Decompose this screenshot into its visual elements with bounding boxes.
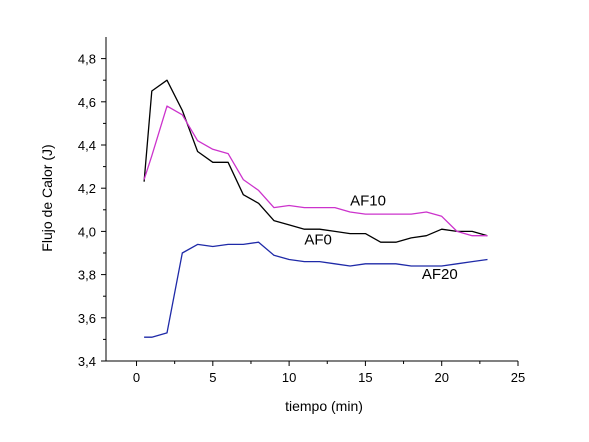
x-tick-label: 10 bbox=[282, 370, 296, 385]
x-tick-label: 15 bbox=[358, 370, 372, 385]
x-axis-title: tiempo (min) bbox=[285, 398, 363, 414]
axes-layer: 0 5 10 15 20 25 3,4 3,6 3,8 4,0 4,2 4,4 4,6 4,8 bbox=[78, 37, 525, 385]
series-labels-layer: AF0 AF10 AF20 bbox=[304, 192, 457, 282]
y-tick-label: 3,6 bbox=[78, 311, 96, 326]
y-tick-label: 4,2 bbox=[78, 181, 96, 196]
y-tick-label: 4,0 bbox=[78, 224, 96, 239]
y-axis-title: Flujo de Calor (J) bbox=[39, 144, 55, 251]
y-tick-label: 4,4 bbox=[78, 138, 96, 153]
series-line-af10 bbox=[143, 105, 488, 237]
series-label-af20: AF20 bbox=[422, 266, 458, 283]
series-label-af0: AF0 bbox=[304, 231, 332, 248]
series-line-af20 bbox=[144, 241, 488, 338]
x-tick-label: 25 bbox=[511, 370, 525, 385]
y-tick-label: 4,6 bbox=[78, 95, 96, 110]
y-tick-label: 3,8 bbox=[78, 268, 96, 283]
series-line-af0 bbox=[143, 79, 488, 243]
x-tick-label: 20 bbox=[434, 370, 448, 385]
x-tick-label: 5 bbox=[209, 370, 216, 385]
y-tick-label: 3,4 bbox=[78, 354, 96, 369]
x-tick-label: 0 bbox=[133, 370, 140, 385]
series-layer bbox=[143, 79, 488, 338]
series-label-af10: AF10 bbox=[350, 192, 386, 209]
y-tick-label: 4,8 bbox=[78, 52, 96, 67]
